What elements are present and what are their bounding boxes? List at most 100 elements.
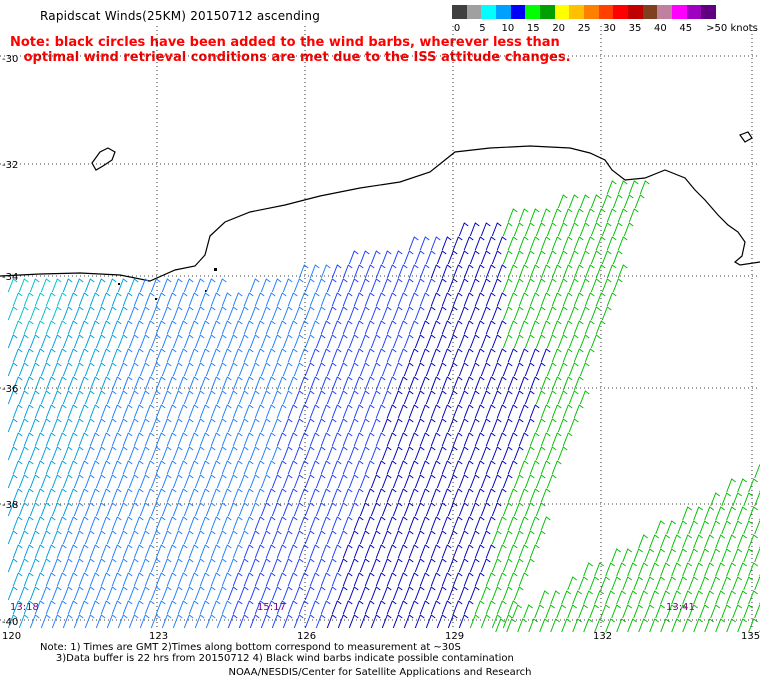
wind-barb: [348, 306, 359, 321]
wind-barb: [73, 558, 84, 573]
wind-barb: [507, 404, 518, 419]
wind-barb: [447, 278, 458, 293]
wind-barb: [331, 292, 342, 307]
wind-barb: [67, 600, 78, 615]
wind-barb: [644, 604, 655, 619]
wind-barb: [513, 362, 524, 377]
wind-barb: [282, 586, 293, 601]
wind-barb: [579, 194, 590, 209]
wind-barb: [265, 376, 276, 391]
wind-barb: [485, 572, 496, 587]
wind-barb: [331, 460, 342, 475]
wind-barb: [304, 390, 315, 405]
wind-barb: [205, 558, 216, 573]
wind-barb: [84, 390, 95, 405]
wind-barb: [507, 600, 518, 615]
wind-barb: [436, 530, 447, 545]
wind-barb: [254, 600, 265, 615]
wind-barb: [100, 460, 111, 475]
wind-barb: [430, 432, 441, 447]
wind-barb: [699, 520, 710, 535]
wind-barb: [430, 292, 441, 307]
wind-barb: [320, 600, 331, 615]
wind-barb: [34, 488, 45, 503]
wind-barb: [649, 618, 660, 633]
lon-label: 126: [297, 631, 316, 642]
wind-barb: [128, 306, 139, 321]
wind-barb: [260, 614, 271, 629]
wind-barb: [40, 530, 51, 545]
wind-barb: [436, 278, 447, 293]
wind-barb: [518, 320, 529, 335]
wind-barb: [535, 474, 546, 489]
wind-barb: [430, 460, 441, 475]
wind-barb: [496, 348, 507, 363]
wind-barb: [89, 460, 100, 475]
wind-barb: [568, 418, 579, 433]
wind-barb: [199, 292, 210, 307]
wind-barb: [309, 600, 320, 615]
wind-barb: [34, 348, 45, 363]
wind-barb: [644, 576, 655, 591]
wind-barb: [469, 474, 480, 489]
wind-barb: [353, 572, 364, 587]
wind-barb: [622, 604, 633, 619]
wind-barb: [562, 348, 573, 363]
wind-barb: [315, 418, 326, 433]
wind-barb: [474, 292, 485, 307]
wind-barb: [194, 502, 205, 517]
wind-barb: [627, 618, 638, 633]
wind-barb: [210, 600, 221, 615]
colorbar-label: 10: [501, 23, 515, 34]
wind-barb: [216, 614, 227, 629]
wind-barb: [441, 460, 452, 475]
wind-barb: [754, 548, 760, 563]
wind-barb: [616, 590, 627, 605]
wind-barb: [403, 334, 414, 349]
wind-barb: [617, 208, 628, 223]
wind-barb: [111, 348, 122, 363]
wind-barb: [513, 446, 524, 461]
wind-barb: [452, 264, 463, 279]
wind-barb: [381, 418, 392, 433]
wind-barb: [348, 502, 359, 517]
colorbar-swatch: [642, 5, 658, 19]
wind-barb: [704, 562, 715, 577]
wind-barb: [726, 590, 737, 605]
wind-barb: [452, 376, 463, 391]
wind-barb: [205, 586, 216, 601]
wind-barb: [491, 334, 502, 349]
wind-barb: [353, 600, 364, 615]
wind-barb: [557, 362, 568, 377]
wind-barb: [51, 306, 62, 321]
wind-barb: [199, 348, 210, 363]
wind-barb: [232, 516, 243, 531]
wind-barb: [7, 446, 18, 461]
colorbar-label: 20: [552, 23, 566, 34]
wind-barb: [67, 488, 78, 503]
wind-barb: [62, 306, 73, 321]
wind-barb: [480, 278, 491, 293]
wind-barb: [232, 544, 243, 559]
wind-barb: [238, 614, 249, 629]
wind-barb: [397, 404, 408, 419]
wind-barb: [359, 474, 370, 489]
wind-barb: [315, 362, 326, 377]
wind-barb: [161, 586, 172, 601]
wind-barb: [513, 558, 524, 573]
wind-barb: [210, 404, 221, 419]
wind-barb: [161, 418, 172, 433]
wind-barb: [605, 618, 616, 633]
wind-barb: [458, 586, 469, 601]
wind-barb: [458, 222, 469, 237]
wind-barb: [320, 348, 331, 363]
wind-barb: [199, 320, 210, 335]
wind-barb: [425, 306, 436, 321]
wind-barb: [715, 590, 726, 605]
wind-barb: [271, 446, 282, 461]
wind-barb: [122, 292, 133, 307]
wind-barb: [693, 534, 704, 549]
wind-barb: [128, 502, 139, 517]
wind-barb: [535, 502, 546, 517]
wind-barb: [216, 334, 227, 349]
